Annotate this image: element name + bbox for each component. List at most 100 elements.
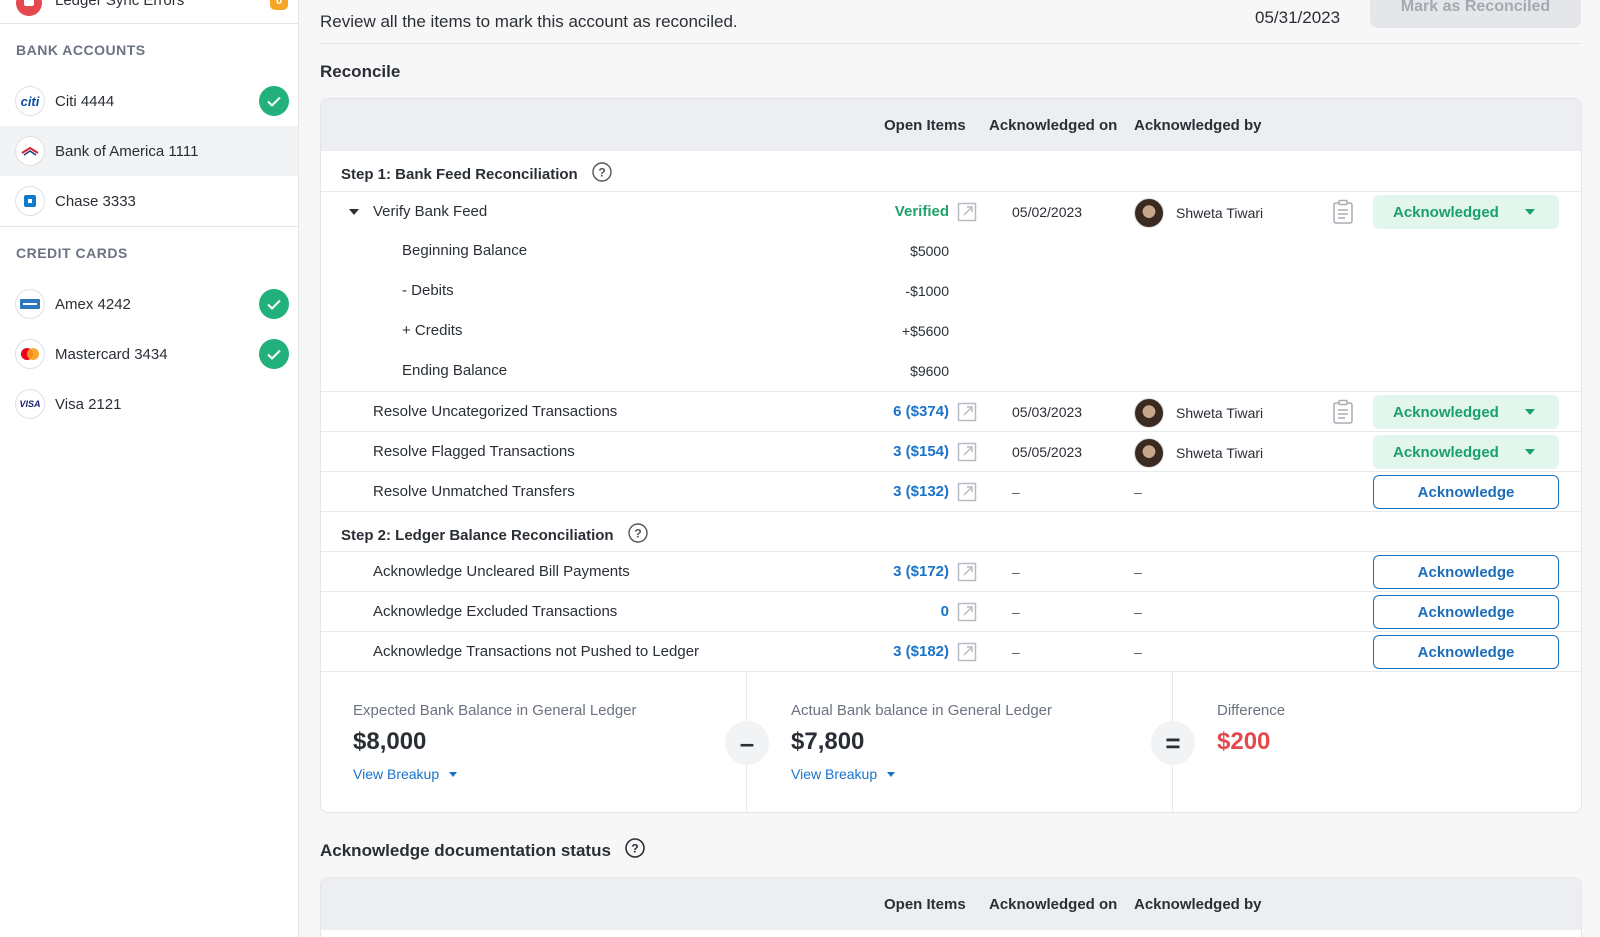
verify-bank-feed-row[interactable]: Verify Bank Feed Verified 05/02/2023 Shw… (321, 191, 1581, 231)
acknowledged-by: – (1134, 564, 1142, 580)
view-breakup-link[interactable]: View Breakup (791, 766, 896, 782)
breakdown-row: Ending Balance $9600 (321, 351, 1581, 391)
expected-balance-label: Expected Bank Balance in General Ledger (353, 702, 637, 719)
sidebar-item-amex[interactable]: Amex 4242 (0, 279, 298, 329)
not-pushed-to-ledger-row[interactable]: Acknowledge Transactions not Pushed to L… (321, 631, 1581, 671)
uncleared-bill-payments-row[interactable]: Acknowledge Uncleared Bill Payments 3 ($… (321, 551, 1581, 591)
acknowledge-button[interactable]: Acknowledge (1373, 475, 1559, 509)
acknowledged-on: 05/05/2023 (1012, 444, 1083, 460)
acknowledged-label: Acknowledged (1393, 443, 1499, 461)
mark-as-reconciled-button[interactable]: Mark as Reconciled (1370, 0, 1581, 28)
credit-cards-heading: CREDIT CARDS (16, 245, 128, 261)
sidebar-item-bank-of-america[interactable]: Bank of America 1111 (0, 126, 298, 176)
external-link-icon[interactable] (957, 402, 977, 426)
chevron-down-icon (449, 771, 458, 777)
open-items-count[interactable]: 3 ($132) (893, 483, 949, 500)
sidebar-item-ledger-sync-errors[interactable]: Ledger Sync Errors 0 (0, 0, 298, 24)
acknowledged-on: 05/03/2023 (1012, 404, 1083, 420)
unmatched-transfers-row[interactable]: Resolve Unmatched Transfers 3 ($132) – –… (321, 471, 1581, 511)
sidebar-divider (0, 226, 298, 227)
flagged-row[interactable]: Resolve Flagged Transactions 3 ($154) 05… (321, 431, 1581, 471)
sidebar-item-label: Ledger Sync Errors (55, 0, 185, 9)
item-name: Acknowledge Uncleared Bill Payments (373, 563, 630, 580)
visa-logo-icon: VISA (15, 389, 45, 419)
chevron-down-icon (1524, 409, 1535, 415)
breakdown-name: Ending Balance (402, 362, 508, 379)
acknowledged-dropdown[interactable]: Acknowledged (1373, 395, 1559, 429)
uncategorized-row[interactable]: Resolve Uncategorized Transactions 6 ($3… (321, 391, 1581, 431)
reconciled-check-icon (259, 339, 289, 369)
acknowledged-by: Shweta Tiwari (1134, 198, 1263, 228)
breakdown-value: $5000 (910, 243, 949, 259)
external-link-icon[interactable] (957, 562, 977, 586)
acknowledged-by: Shweta Tiwari (1134, 398, 1263, 428)
acknowledged-on: – (1012, 604, 1020, 620)
bank-accounts-heading: BANK ACCOUNTS (16, 42, 146, 58)
step-2-title: Step 2: Ledger Balance Reconciliation (341, 526, 614, 544)
reconciled-check-icon (259, 289, 289, 319)
minus-icon: – (725, 721, 769, 765)
column-open-items: Open Items (884, 117, 966, 134)
acknowledged-on: – (1012, 564, 1020, 580)
acknowledged-by: – (1134, 644, 1142, 660)
open-items-count[interactable]: 0 (940, 603, 949, 620)
acknowledged-dropdown[interactable]: Acknowledged (1373, 195, 1559, 229)
breakdown-row: Beginning Balance $5000 (321, 231, 1581, 271)
acknowledged-by-name: Shweta Tiwari (1176, 445, 1264, 461)
open-items-count[interactable]: 6 ($374) (893, 403, 949, 420)
breakdown-value: $9600 (910, 363, 949, 379)
open-items-count[interactable]: 3 ($154) (893, 443, 949, 460)
acknowledge-button[interactable]: Acknowledge (1373, 595, 1559, 629)
external-link-icon[interactable] (957, 482, 977, 506)
acknowledged-dropdown[interactable]: Acknowledged (1373, 435, 1559, 469)
documentation-table-header: Open Items Acknowledged on Acknowledged … (321, 878, 1581, 930)
acknowledge-button[interactable]: Acknowledge (1373, 635, 1559, 669)
sidebar-item-label: Citi 4444 (55, 92, 115, 110)
citi-logo-icon: citi (15, 86, 45, 116)
view-breakup-link[interactable]: View Breakup (353, 766, 458, 782)
sidebar-item-chase[interactable]: Chase 3333 (0, 176, 298, 226)
help-icon[interactable]: ? (592, 162, 612, 186)
view-breakup-label: View Breakup (791, 766, 878, 782)
balance-summary: Expected Bank Balance in General Ledger … (321, 671, 1581, 812)
svg-text:?: ? (634, 527, 641, 541)
item-name: Acknowledge Excluded Transactions (373, 603, 618, 620)
collapse-caret-icon[interactable] (349, 209, 359, 215)
column-acknowledged-on: Acknowledged on (989, 896, 1118, 913)
sidebar-item-label: Bank of America 1111 (55, 142, 199, 160)
chevron-down-icon (887, 771, 896, 777)
open-items-count[interactable]: 3 ($182) (893, 643, 949, 660)
sidebar-item-citi[interactable]: citi Citi 4444 (0, 76, 298, 126)
breakdown-name: Beginning Balance (402, 242, 528, 259)
bank-of-america-logo-icon (15, 136, 45, 166)
step-1-title: Step 1: Bank Feed Reconciliation (341, 165, 578, 183)
help-icon[interactable]: ? (627, 523, 648, 547)
breakdown-row: - Debits -$1000 (321, 271, 1581, 311)
help-icon[interactable]: ? (625, 838, 645, 863)
external-link-icon[interactable] (957, 602, 977, 626)
equals-icon: = (1151, 721, 1195, 765)
sidebar-item-visa[interactable]: VISA Visa 2121 (0, 379, 298, 429)
clipboard-icon[interactable] (1332, 199, 1354, 229)
clipboard-icon[interactable] (1332, 399, 1354, 429)
external-link-icon[interactable] (957, 642, 977, 666)
breakdown-name: + Credits (402, 322, 463, 339)
acknowledged-on: 05/02/2023 (1012, 204, 1083, 220)
documentation-title: Acknowledge documentation status (320, 840, 611, 860)
excluded-transactions-row[interactable]: Acknowledge Excluded Transactions 0 – – … (321, 591, 1581, 631)
reconciled-check-icon (259, 86, 289, 116)
external-link-icon[interactable] (957, 202, 977, 226)
open-items-status[interactable]: Verified (894, 203, 949, 220)
expected-balance-panel: Expected Bank Balance in General Ledger … (321, 672, 747, 812)
open-items-count[interactable]: 3 ($172) (893, 563, 949, 580)
sidebar-item-mastercard[interactable]: Mastercard 3434 (0, 329, 298, 379)
acknowledge-button[interactable]: Acknowledge (1373, 555, 1559, 589)
documentation-heading: Acknowledge documentation status ? (320, 838, 645, 863)
sidebar-item-label: Amex 4242 (55, 295, 131, 313)
mastercard-logo-icon (15, 339, 45, 369)
actual-balance-value: $7,800 (791, 728, 865, 755)
avatar (1134, 198, 1164, 228)
external-link-icon[interactable] (957, 442, 977, 466)
breakdown-value: +$5600 (901, 323, 949, 339)
statement-date: 05/31/2023 (1255, 8, 1341, 27)
